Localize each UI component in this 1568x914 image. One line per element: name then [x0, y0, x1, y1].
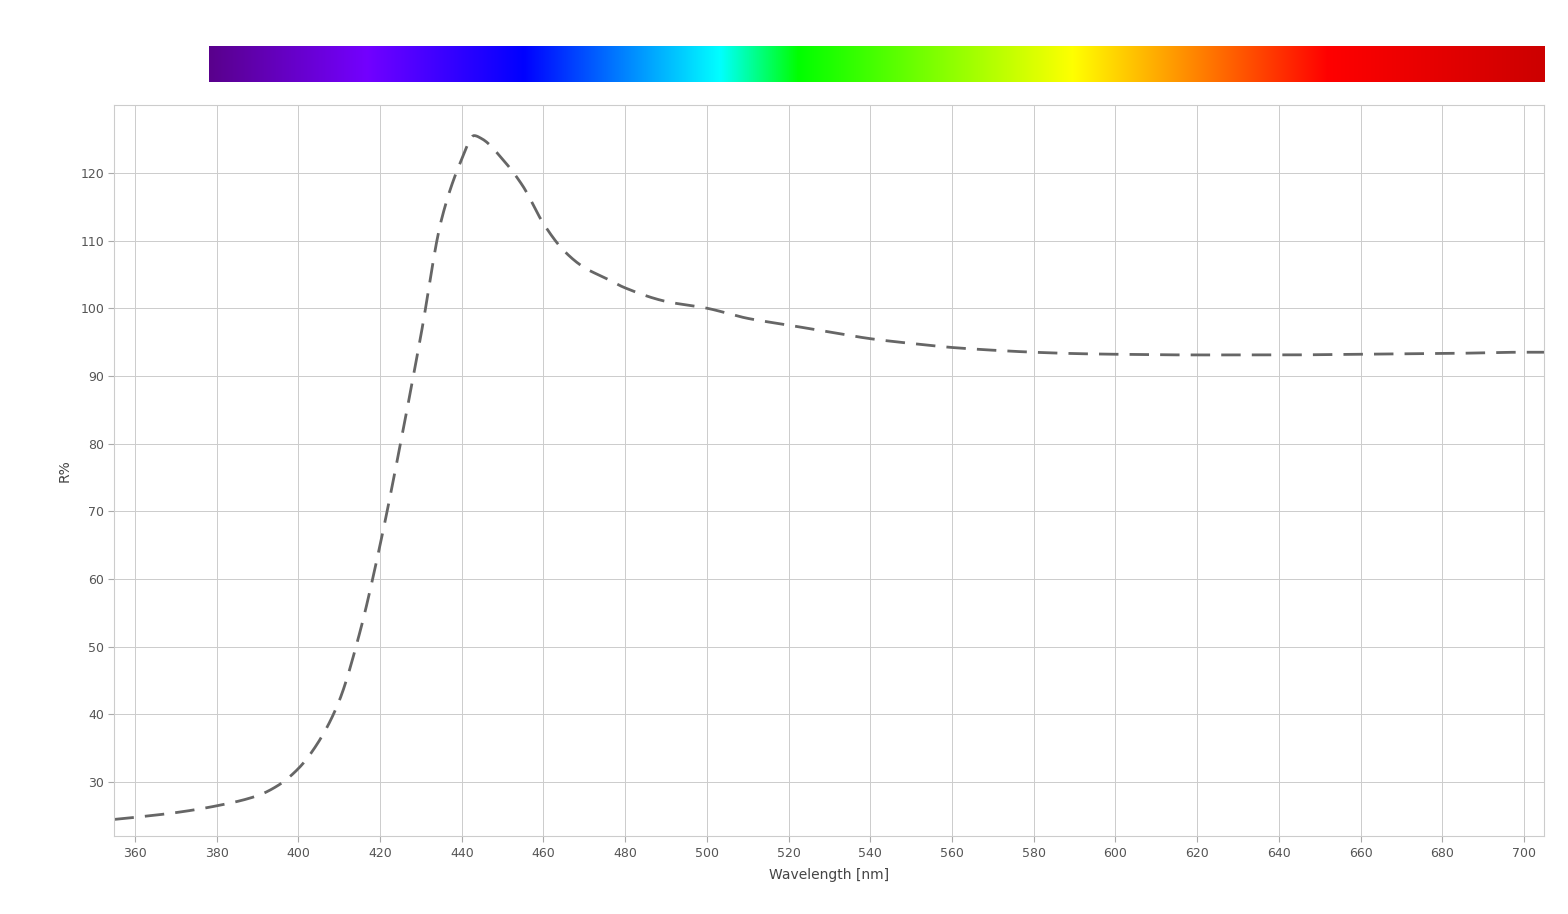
Y-axis label: R%: R%	[58, 460, 72, 482]
X-axis label: Wavelength [nm]: Wavelength [nm]	[770, 868, 889, 882]
